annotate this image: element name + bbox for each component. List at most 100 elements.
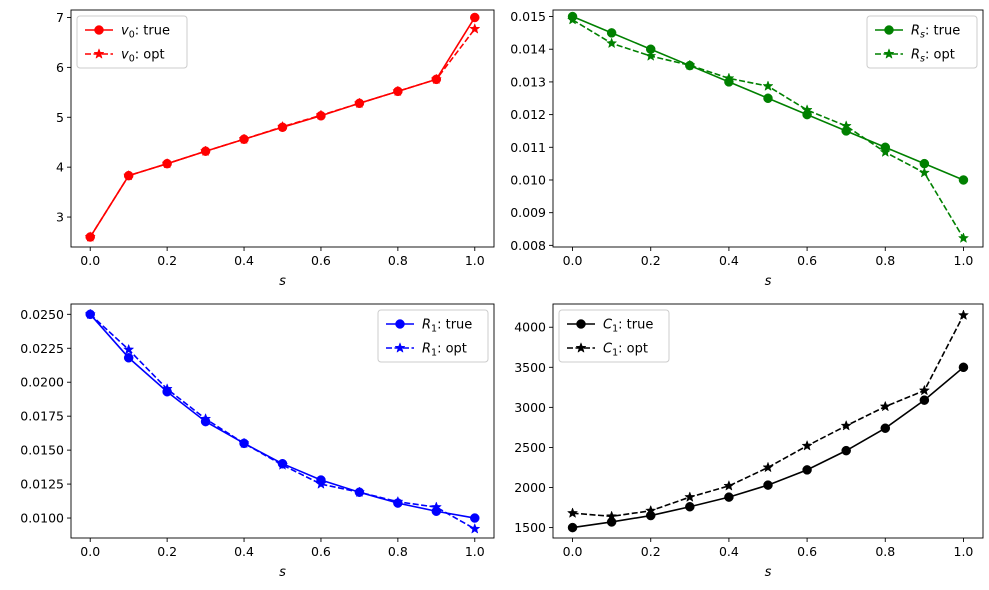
data-point xyxy=(392,85,404,97)
x-tick-label: 0.8 xyxy=(388,253,408,268)
x-tick-label: 0.6 xyxy=(797,544,817,559)
legend: v0: true v0: opt xyxy=(76,15,188,69)
legend-label: R1: true xyxy=(422,318,472,335)
legend-label: Rs: opt xyxy=(911,48,955,65)
data-point xyxy=(469,522,481,534)
series-1 xyxy=(567,362,969,533)
data-point xyxy=(879,400,891,412)
x-axis-label: s xyxy=(765,274,772,289)
legend: R1: true R1: opt xyxy=(377,309,489,363)
data-point xyxy=(684,491,696,502)
y-tick-label: 4000 xyxy=(514,320,546,335)
legend-marker xyxy=(94,25,104,35)
x-tick-label: 0.8 xyxy=(875,253,895,268)
data-point xyxy=(723,480,735,491)
legend-marker xyxy=(883,48,895,59)
y-tick-label: 2500 xyxy=(514,440,546,455)
y-tick-label: 0.010 xyxy=(510,172,546,187)
data-point xyxy=(880,423,891,433)
y-tick-label: 0.0100 xyxy=(20,511,64,526)
series-2 xyxy=(84,23,481,242)
data-point xyxy=(685,501,695,512)
data-point xyxy=(430,73,442,85)
x-tick-label: 0.0 xyxy=(80,253,100,268)
legend: Rs: true Rs: opt xyxy=(866,15,978,69)
axes-frame xyxy=(552,303,984,539)
data-point xyxy=(469,23,481,34)
y-tick-label: 1500 xyxy=(514,520,546,535)
data-point xyxy=(763,480,773,490)
legend-box xyxy=(377,309,489,363)
data-point xyxy=(762,80,774,91)
data-point xyxy=(84,308,96,320)
data-point xyxy=(957,309,970,321)
x-tick-label: 1.0 xyxy=(465,544,485,559)
subplot-4: 0.0 0.2 0.4 0.6 0.8 1.0 1500 2000 2500 3000 3500 40… xyxy=(514,303,984,580)
data-point xyxy=(645,50,657,61)
y-tick-label: 0.015 xyxy=(510,9,546,24)
data-point xyxy=(199,412,212,424)
x-tick-label: 0.2 xyxy=(641,253,661,268)
x-tick-label: 0.0 xyxy=(563,544,583,559)
y-tick-label: 4 xyxy=(56,160,64,175)
axes-frame xyxy=(70,303,495,539)
data-point xyxy=(723,72,735,84)
data-point xyxy=(315,109,327,121)
data-point xyxy=(161,383,173,394)
data-point xyxy=(606,510,618,522)
legend-marker xyxy=(576,319,586,329)
data-point xyxy=(840,120,852,131)
data-point xyxy=(353,486,366,498)
data-point xyxy=(918,384,930,396)
series-2 xyxy=(566,309,970,522)
x-tick-label: 0.6 xyxy=(311,253,331,268)
data-point xyxy=(763,93,773,104)
x-tick-label: 1.0 xyxy=(954,253,974,268)
legend-marker xyxy=(884,25,894,35)
data-point xyxy=(724,492,734,502)
data-point xyxy=(919,395,930,405)
data-point xyxy=(566,507,579,518)
x-tick-label: 0.0 xyxy=(563,253,583,268)
data-point xyxy=(123,353,134,363)
legend-label: R1: opt xyxy=(422,342,467,359)
data-point xyxy=(470,513,480,523)
data-point xyxy=(123,169,135,181)
x-tick-label: 0.8 xyxy=(388,544,408,559)
data-point xyxy=(606,37,618,49)
y-tick-label: 7 xyxy=(56,10,64,25)
data-point xyxy=(801,104,813,115)
y-tick-label: 0.0200 xyxy=(20,375,64,390)
data-point xyxy=(238,437,250,449)
y-tick-label: 0.0175 xyxy=(20,409,64,424)
data-point xyxy=(606,28,617,38)
y-tick-label: 6 xyxy=(56,60,64,75)
x-tick-label: 0.4 xyxy=(234,253,254,268)
x-tick-label: 0.0 xyxy=(80,544,100,559)
y-tick-label: 3500 xyxy=(514,360,546,375)
series-line xyxy=(89,313,476,530)
subplot-1: 0.0 0.2 0.4 0.6 0.8 1.0 3 4 5 6 7 s v0: true v0: opt xyxy=(56,9,495,289)
x-tick-label: 0.4 xyxy=(719,253,739,268)
x-tick-label: 0.2 xyxy=(641,544,661,559)
legend-box xyxy=(866,15,978,69)
data-point xyxy=(684,59,696,71)
data-point xyxy=(801,439,813,451)
x-axis-label: s xyxy=(765,565,772,580)
data-point xyxy=(161,157,173,169)
legend-marker xyxy=(394,342,406,353)
x-axis-label: s xyxy=(279,565,286,580)
data-point xyxy=(879,146,891,157)
data-point xyxy=(645,504,657,516)
data-point xyxy=(958,175,969,185)
x-axis-label: s xyxy=(279,274,286,289)
legend-box xyxy=(76,15,188,69)
x-tick-label: 0.8 xyxy=(875,544,895,559)
legend-marker xyxy=(93,48,105,59)
data-point xyxy=(802,465,812,475)
subplot-3: 0.0 0.2 0.4 0.6 0.8 1.0 0.0100 0.0125 0.0150 0.01… xyxy=(20,303,495,580)
legend-marker xyxy=(575,342,587,353)
y-tick-label: 0.008 xyxy=(510,238,546,253)
legend: C1: true C1: opt xyxy=(558,309,670,363)
